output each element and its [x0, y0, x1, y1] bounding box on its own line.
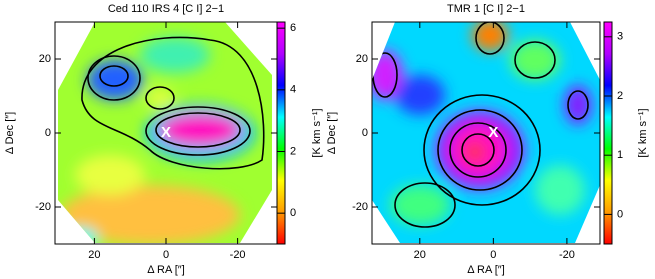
- x-tick-label: 0: [163, 249, 169, 261]
- y-tick-label: 0: [45, 127, 51, 139]
- y-axis-label: Δ Dec [″]: [326, 112, 338, 154]
- y-axis-label: Δ Dec [″]: [4, 112, 16, 154]
- chart-title: TMR 1 [C I] 2−1: [447, 3, 525, 15]
- colorbar-tick-label: 1: [617, 149, 623, 161]
- chart-title: Ced 110 IRS 4 [C I] 2−1: [108, 3, 224, 15]
- colorbar-tick-label: 0: [290, 207, 296, 219]
- colorbar-tick-label: 3: [617, 31, 623, 43]
- colorbar-label: [K km s⁻¹]: [311, 108, 323, 157]
- x-tick-label: 0: [490, 249, 496, 261]
- colorbar-tick-label: 6: [290, 22, 296, 34]
- map-image: [372, 22, 600, 243]
- x-tick-label: 20: [414, 249, 426, 261]
- colorbar-label: [K km s⁻¹]: [637, 108, 649, 157]
- colorbar: [603, 21, 613, 245]
- colorbar-tick-label: 0: [617, 208, 623, 220]
- colorbar: [276, 21, 286, 245]
- y-tick-label: -20: [35, 201, 51, 213]
- y-tick-label: 0: [362, 127, 368, 139]
- colorbar-tick-label: 4: [290, 84, 296, 96]
- y-tick-label: 20: [39, 53, 51, 65]
- annotation: X: [161, 124, 171, 141]
- x-tick-label: -20: [230, 249, 246, 261]
- annotation: X: [488, 124, 498, 141]
- x-axis-label: Δ RA [″]: [147, 264, 185, 276]
- colorbar-tick-label: 2: [617, 90, 623, 102]
- x-tick-label: -20: [559, 249, 575, 261]
- y-tick-label: 20: [356, 53, 368, 65]
- x-tick-label: 20: [88, 249, 100, 261]
- x-axis-label: Δ RA [″]: [467, 264, 505, 276]
- colorbar-tick-label: 2: [290, 145, 296, 157]
- y-tick-label: -20: [352, 201, 368, 213]
- map-image: [58, 22, 272, 243]
